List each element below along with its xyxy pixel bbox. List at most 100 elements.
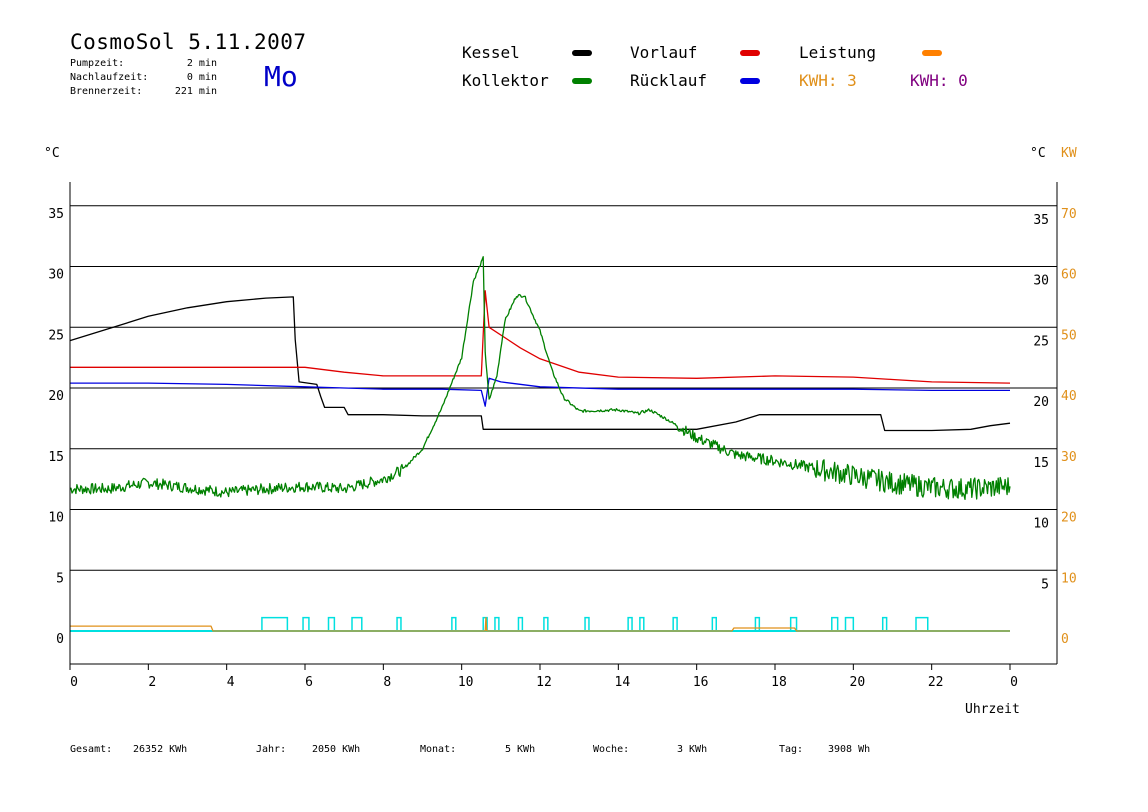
- y-right-c-tick-label: 25: [1033, 334, 1049, 349]
- y-right-kw-tick-label: 40: [1061, 389, 1077, 404]
- pump-interval: [543, 616, 549, 632]
- pump-interval: [711, 616, 717, 632]
- pumpzeit-label: Pumpzeit:: [70, 58, 125, 69]
- y-left-tick-label: 5: [56, 571, 64, 586]
- jahr-label: Jahr:: [256, 744, 287, 755]
- x-tick-label: 0: [1010, 675, 1018, 690]
- x-tick-label: 20: [850, 675, 866, 690]
- x-tick-label: 22: [928, 675, 944, 690]
- grid-lines: [70, 205, 1057, 571]
- pump-interval: [494, 616, 500, 632]
- pump-interval: [396, 616, 402, 632]
- pump-interval: [639, 616, 645, 632]
- x-tick-label: 4: [227, 675, 235, 690]
- nachlaufzeit-label: Nachlaufzeit:: [70, 72, 149, 83]
- y-right-c-tick-label: 5: [1041, 577, 1049, 592]
- series-line-kollektor: [69, 256, 1011, 501]
- series-lines: [69, 256, 1011, 632]
- woche-value: 3 KWh: [677, 744, 708, 755]
- y-right-kw-tick-label: 70: [1061, 207, 1077, 222]
- pump-interval: [672, 616, 678, 632]
- pump-interval: [881, 616, 888, 632]
- legend-ruecklauf-swatch: [740, 78, 760, 84]
- x-tick-label: 6: [305, 675, 313, 690]
- monat-label: Monat:: [420, 744, 457, 755]
- woche-label: Woche:: [593, 744, 630, 755]
- pump-interval: [351, 616, 363, 632]
- y-left-tick-label: 15: [48, 450, 64, 465]
- weekday-label: Mo: [264, 60, 298, 93]
- y-left-tick-label: 20: [48, 389, 64, 404]
- pumpzeit-value: 2 min: [186, 58, 217, 69]
- series-line-leistung: [70, 616, 1010, 632]
- series-line-ruecklauf: [70, 377, 1010, 407]
- y-left-tick-label: 25: [48, 328, 64, 343]
- x-tick-label: 0: [70, 675, 78, 690]
- legend-leistung-swatch: [922, 50, 942, 56]
- y-right-kw-tick-label: 0: [1061, 632, 1069, 647]
- legend-kollektor-label: Kollektor: [462, 71, 549, 90]
- axes: [69, 182, 1058, 670]
- brennerzeit-value: 221 min: [174, 86, 217, 97]
- legend-kollektor-swatch: [572, 78, 592, 84]
- tick-labels: 0 2 4 6 8 10 12 14 16 18 20 22 0 0 5 10 15 20 25 30 35 5 10 15 2…: [48, 207, 1076, 690]
- pump-interval: [915, 616, 929, 632]
- y-right-c-tick-label: 15: [1033, 456, 1049, 471]
- legend-kwh-purple: KWH: 0: [910, 71, 968, 90]
- brennerzeit-label: Brennerzeit:: [70, 86, 143, 97]
- y-right-c-tick-label: 30: [1033, 274, 1049, 289]
- pump-intervals: [70, 616, 1010, 632]
- y-right-c-tick-label: 35: [1033, 213, 1049, 228]
- legend-kwh-orange: KWH: 3: [799, 71, 857, 90]
- jahr-value: 2050 KWh: [312, 744, 361, 755]
- y-left-tick-label: 10: [48, 511, 64, 526]
- legend-vorlauf-swatch: [740, 50, 760, 56]
- y-left-tick-label: 35: [48, 207, 64, 222]
- legend-kessel-swatch: [572, 50, 592, 56]
- y-left-tick-label: 0: [56, 632, 64, 647]
- pump-interval: [517, 616, 524, 632]
- y-right-kw-tick-label: 30: [1061, 450, 1077, 465]
- x-tick-label: 2: [148, 675, 156, 690]
- y-left-unit: °C: [44, 146, 60, 161]
- gesamt-label: Gesamt:: [70, 744, 113, 755]
- x-tick-label: 8: [383, 675, 391, 690]
- x-axis-label: Uhrzeit: [965, 702, 1020, 717]
- tag-value: 3908 Wh: [828, 744, 871, 755]
- legend-ruecklauf-label: Rücklauf: [630, 71, 708, 90]
- y-right-kw-tick-label: 10: [1061, 571, 1077, 586]
- pump-interval: [754, 616, 761, 632]
- y-right-c-tick-label: 10: [1033, 517, 1049, 532]
- y-right-kw-tick-label: 60: [1061, 268, 1077, 283]
- y-right-c-tick-label: 20: [1033, 395, 1049, 410]
- pump-interval: [584, 616, 590, 632]
- x-tick-label: 18: [771, 675, 787, 690]
- chart-title: CosmoSol 5.11.2007: [70, 30, 307, 54]
- gesamt-value: 26352 KWh: [133, 744, 188, 755]
- pump-interval: [302, 616, 310, 632]
- x-tick-label: 10: [458, 675, 474, 690]
- legend-leistung-label: Leistung: [799, 43, 877, 62]
- x-tick-label: 14: [615, 675, 631, 690]
- pump-interval: [844, 616, 855, 632]
- pump-interval: [261, 616, 289, 632]
- pump-interval: [831, 616, 839, 632]
- y-right-kw-tick-label: 50: [1061, 328, 1077, 343]
- pump-interval: [627, 616, 633, 632]
- pump-interval: [451, 616, 457, 632]
- x-tick-label: 12: [536, 675, 552, 690]
- series-line-vorlauf: [70, 290, 1011, 384]
- y-left-tick-label: 30: [48, 268, 64, 283]
- series-line-kessel: [69, 296, 1011, 432]
- y-right-unit-kw: KW: [1061, 146, 1077, 161]
- y-right-kw-tick-label: 20: [1061, 511, 1077, 526]
- legend-kessel-label: Kessel: [462, 43, 520, 62]
- y-right-unit-c: °C: [1030, 146, 1046, 161]
- x-tick-label: 16: [693, 675, 709, 690]
- legend-vorlauf-label: Vorlauf: [630, 43, 698, 62]
- nachlaufzeit-value: 0 min: [186, 72, 217, 83]
- pump-interval: [327, 616, 336, 632]
- monat-value: 5 KWh: [505, 744, 536, 755]
- tag-label: Tag:: [779, 744, 804, 755]
